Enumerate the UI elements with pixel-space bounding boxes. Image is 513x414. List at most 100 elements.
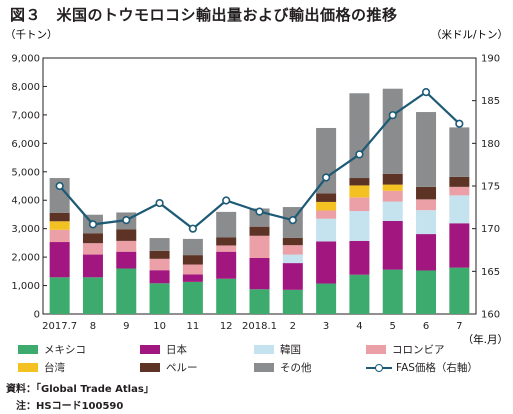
x-axis-tick-label: 10 (153, 321, 166, 332)
bar-segment (49, 229, 70, 243)
bar-segment (349, 274, 370, 314)
bar-segment (416, 234, 437, 271)
bar-segment (416, 270, 437, 314)
x-axis-tick-label: 2 (290, 321, 296, 332)
bar-segment (116, 268, 137, 314)
bar-segment (216, 278, 237, 314)
bar-segment (149, 283, 170, 314)
left-axis-tick-label: 9,000 (11, 54, 40, 65)
bar-segment (182, 281, 203, 314)
legend-label-fas-price: FAS価格（右軸） (396, 362, 478, 374)
x-axis-tick-label: 7 (456, 321, 462, 332)
right-axis-unit: （米ドル/トン） (431, 28, 508, 41)
bar-segment (116, 240, 137, 252)
x-axis-tick-label: 4 (356, 321, 362, 332)
legend-swatch-mexico (18, 345, 38, 354)
fas-price-point (322, 173, 331, 182)
fas-price-point (188, 224, 197, 233)
legend-swatch-colombia (366, 345, 386, 354)
bar-segment (49, 212, 70, 222)
x-axis-tick-label: 2018.1 (242, 321, 277, 332)
fas-price-point (122, 216, 131, 225)
bar-segment (49, 242, 70, 278)
legend-label-colombia: コロンビア (392, 344, 445, 356)
left-axis-tick-label: 3,000 (11, 224, 40, 235)
legend-label-mexico: メキシコ (44, 344, 86, 356)
bar-segment (316, 201, 337, 211)
legend-line-swatch-fas-price (366, 363, 392, 373)
right-axis-tick-label: 160 (481, 310, 500, 321)
x-axis-tick-label: 5 (390, 321, 396, 332)
left-axis-tick-label: 7,000 (11, 110, 40, 121)
bar-segment (316, 127, 337, 194)
right-axis-tick-label: 175 (481, 182, 500, 193)
right-axis-tick-label: 180 (481, 139, 500, 150)
bar-segment (316, 210, 337, 219)
bar-segment (182, 274, 203, 282)
bar-segment (382, 184, 403, 191)
x-axis-tick-label: 12 (220, 321, 233, 332)
fas-price-point (88, 220, 98, 229)
x-axis-tick-label: 3 (323, 321, 329, 332)
fas-price-point (421, 88, 431, 97)
fas-price-point (355, 150, 364, 159)
left-axis-tick-label: 6,000 (11, 139, 40, 150)
fas-price-point (255, 207, 264, 216)
price-line (55, 88, 464, 233)
legend-item-other: その他 (254, 360, 312, 375)
chart-title: 図３ 米国のトウモロコシ輸出量および輸出価格の推移 (10, 6, 398, 24)
bar-segment (316, 218, 337, 242)
bar-segment (349, 240, 370, 275)
x-axis-tick-label: 11 (187, 321, 200, 332)
bar-segment (349, 185, 370, 198)
x-axis-tick-label: 9 (123, 321, 129, 332)
legend-item-korea: 韓国 (254, 342, 301, 357)
bar-segment (416, 210, 437, 235)
legend-item-taiwan: 台湾 (18, 360, 65, 375)
x-axis-tick-label: 2017.7 (42, 321, 77, 332)
left-axis-tick-label: 2,000 (11, 253, 40, 264)
bar-segment (349, 197, 370, 212)
fas-price-point (155, 198, 164, 208)
legend-item-fas-price: FAS価格（右軸） (366, 360, 478, 375)
legend-item-peru: ペルー (140, 360, 198, 375)
bar-segment (449, 267, 470, 314)
bar-segment (416, 199, 437, 211)
legend-item-colombia: コロンビア (366, 342, 445, 357)
bar-segment (416, 186, 437, 200)
left-axis-tick-label: 0 (34, 310, 40, 321)
x-axis-unit: （年.月） (463, 333, 508, 346)
bar-segment (282, 263, 303, 290)
fas-price-point (388, 111, 397, 120)
bar-segment (149, 270, 170, 284)
right-axis-tick-label: 170 (481, 224, 500, 235)
bar-segment (349, 211, 370, 241)
fas-price-point (455, 119, 464, 128)
bar-segment (449, 127, 470, 177)
legend-swatch-japan (140, 345, 160, 354)
left-axis-unit: （千トン） (5, 29, 58, 41)
legend-label-other: その他 (280, 362, 312, 374)
bar-segment (116, 229, 137, 241)
bar-segment (282, 245, 303, 255)
hs-code-note: 注：HSコード100590 (6, 401, 124, 412)
legend-label-peru: ペルー (166, 362, 198, 374)
bar-segment (249, 289, 270, 314)
bar-segment (49, 221, 70, 230)
bar-segment (382, 220, 403, 270)
bar-segment (216, 245, 237, 252)
bar-segment (216, 237, 237, 246)
bar-segment (82, 277, 103, 314)
bar-segment (249, 226, 270, 236)
right-axis-tick-label: 165 (481, 267, 500, 278)
left-axis-tick-label: 5,000 (11, 167, 40, 178)
source-note: 資料：「Global Trade Atlas」 (6, 384, 154, 395)
bar-segment (282, 289, 303, 314)
bar-segment (282, 237, 303, 246)
bar-segment (382, 173, 403, 185)
legend-label-korea: 韓国 (280, 344, 301, 356)
x-axis-tick-label: 8 (90, 321, 96, 332)
bar-segment (449, 176, 470, 187)
bar-segment (249, 257, 270, 290)
